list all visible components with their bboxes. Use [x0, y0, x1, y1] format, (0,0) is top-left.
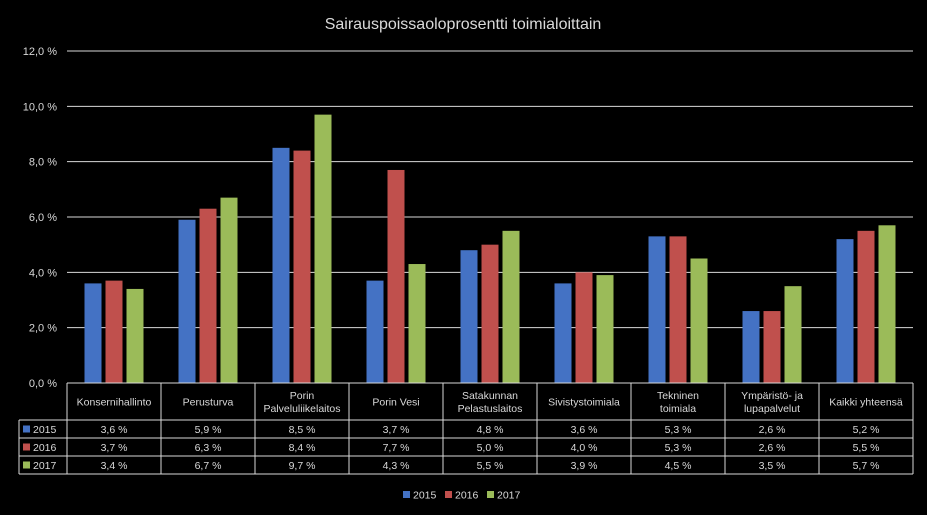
- table-legend-key-2017: [23, 461, 30, 469]
- data-label: 6,3 %: [195, 442, 222, 454]
- category-label: Palveluliikelaitos: [263, 403, 340, 415]
- bar-2015-6: [648, 236, 666, 383]
- category-label: Satakunnan: [462, 390, 518, 402]
- category-label: Pelastuslaitos: [458, 403, 523, 415]
- data-label: 8,5 %: [289, 424, 316, 436]
- legend-label: 2015: [413, 490, 437, 502]
- bar-2017-5: [596, 275, 614, 383]
- legend-key-2017: [487, 491, 494, 498]
- category-label: toimiala: [660, 403, 696, 415]
- y-tick-label: 0,0 %: [29, 378, 57, 390]
- bar-2016-3: [387, 169, 405, 383]
- y-tick-label: 2,0 %: [29, 323, 57, 335]
- bar-2016-0: [105, 280, 123, 383]
- bar-2017-0: [126, 288, 144, 383]
- data-label: 3,6 %: [101, 424, 128, 436]
- bar-2016-4: [481, 244, 499, 383]
- data-label: 5,7 %: [853, 460, 880, 472]
- y-tick-label: 4,0 %: [29, 267, 57, 279]
- bar-2015-8: [836, 239, 854, 383]
- bar-2015-2: [272, 147, 290, 383]
- data-label: 4,5 %: [665, 460, 692, 472]
- data-label: 5,5 %: [853, 442, 880, 454]
- bar-2017-7: [784, 286, 802, 383]
- category-label: Ympäristö- ja: [741, 390, 803, 402]
- bar-2017-4: [502, 230, 520, 383]
- bar-2017-3: [408, 264, 426, 383]
- table-series-name: 2017: [33, 460, 57, 472]
- category-label: lupapalvelut: [744, 403, 800, 415]
- data-label: 3,7 %: [383, 424, 410, 436]
- data-label: 3,6 %: [571, 424, 598, 436]
- data-label: 5,2 %: [853, 424, 880, 436]
- table-legend-key-2016: [23, 443, 30, 451]
- data-label: 5,3 %: [665, 442, 692, 454]
- bar-2016-2: [293, 150, 311, 383]
- y-tick-label: 12,0 %: [23, 46, 57, 58]
- y-tick-label: 8,0 %: [29, 157, 57, 169]
- bar-2016-5: [575, 272, 593, 383]
- data-label: 4,0 %: [571, 442, 598, 454]
- data-label: 4,8 %: [477, 424, 504, 436]
- data-label: 4,3 %: [383, 460, 410, 472]
- data-label: 2,6 %: [759, 442, 786, 454]
- data-label: 5,5 %: [477, 460, 504, 472]
- category-label: Kaikki yhteensä: [829, 397, 903, 409]
- data-label: 3,5 %: [759, 460, 786, 472]
- bar-2016-6: [669, 236, 687, 383]
- bar-2016-7: [763, 311, 781, 383]
- bar-2015-1: [178, 219, 196, 383]
- data-label: 3,4 %: [101, 460, 128, 472]
- data-label: 5,3 %: [665, 424, 692, 436]
- legend-key-2016: [445, 491, 452, 498]
- bar-2016-1: [199, 208, 217, 383]
- category-label: Sivistystoimiala: [548, 397, 620, 409]
- bar-2017-6: [690, 258, 708, 383]
- table-series-name: 2016: [33, 442, 57, 454]
- bar-2016-8: [857, 230, 875, 383]
- table-series-name: 2015: [33, 424, 57, 436]
- chart-title: Sairauspoissaoloprosentti toimialoittain: [325, 16, 602, 33]
- legend-key-2015: [403, 491, 410, 498]
- bar-2015-7: [742, 311, 760, 383]
- y-tick-label: 6,0 %: [29, 212, 57, 224]
- bar-2017-2: [314, 114, 332, 383]
- bar-2017-8: [878, 225, 896, 383]
- data-label: 7,7 %: [383, 442, 410, 454]
- data-label: 6,7 %: [195, 460, 222, 472]
- data-label: 9,7 %: [289, 460, 316, 472]
- data-label: 5,0 %: [477, 442, 504, 454]
- bar-2015-0: [84, 283, 102, 383]
- y-tick-label: 10,0 %: [23, 101, 57, 113]
- data-label: 8,4 %: [289, 442, 316, 454]
- bar-2015-5: [554, 283, 572, 383]
- category-label: Porin: [290, 390, 315, 402]
- legend-label: 2016: [455, 490, 479, 502]
- data-label: 3,9 %: [571, 460, 598, 472]
- data-label: 3,7 %: [101, 442, 128, 454]
- category-label: Tekninen: [657, 390, 699, 402]
- category-label: Perusturva: [183, 397, 234, 409]
- bar-2015-3: [366, 280, 384, 383]
- bar-2017-1: [220, 197, 238, 383]
- table-legend-key-2015: [23, 425, 30, 433]
- data-label: 5,9 %: [195, 424, 222, 436]
- legend-label: 2017: [497, 490, 521, 502]
- bar-2015-4: [460, 250, 478, 383]
- category-label: Konsernihallinto: [77, 397, 152, 409]
- category-label: Porin Vesi: [372, 397, 419, 409]
- data-label: 2,6 %: [759, 424, 786, 436]
